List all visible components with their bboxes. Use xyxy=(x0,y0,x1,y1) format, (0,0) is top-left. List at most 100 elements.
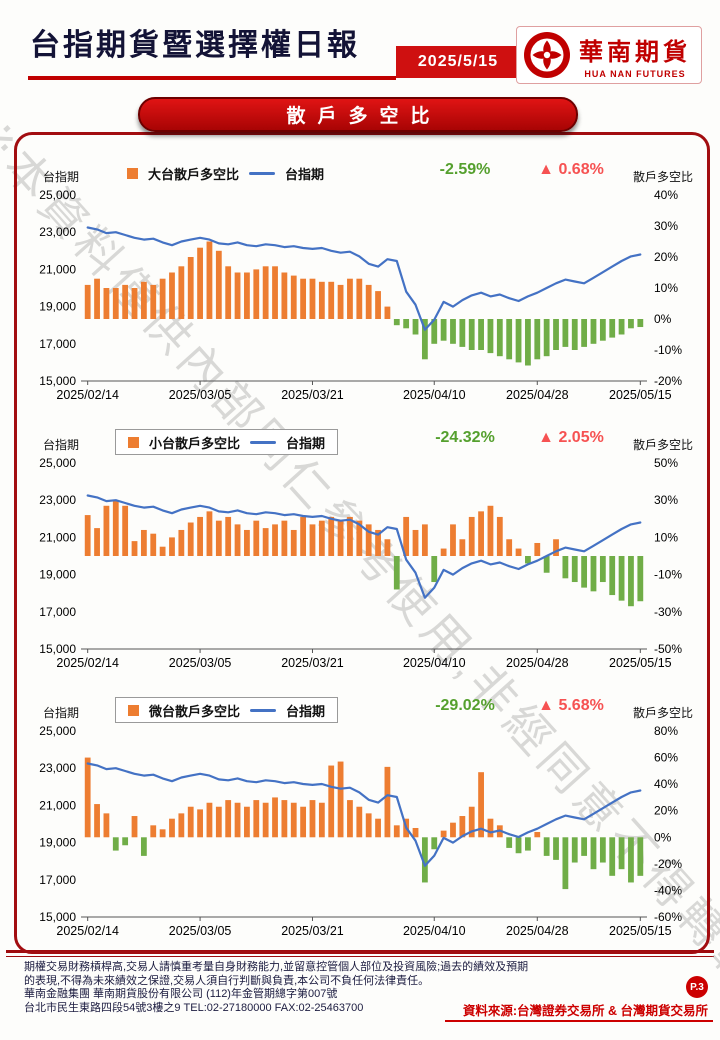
report-date: 2025/5/15 xyxy=(396,46,520,78)
svg-text:15,000: 15,000 xyxy=(39,374,76,388)
svg-text:25,000: 25,000 xyxy=(39,189,76,202)
svg-text:2025/05/15: 2025/05/15 xyxy=(609,388,672,402)
svg-text:2025/03/21: 2025/03/21 xyxy=(281,656,344,670)
left-axis-title: 台指期 xyxy=(43,706,80,720)
svg-text:25,000: 25,000 xyxy=(39,725,76,738)
svg-text:60%: 60% xyxy=(654,751,678,765)
svg-text:2025/04/28: 2025/04/28 xyxy=(506,656,569,670)
line-legend-label: 台指期 xyxy=(285,166,325,182)
disclaimer-line: 的表現,不得為未來績效之保證,交易人須自行判斷與負責,本公司不負任何法律責任。 xyxy=(24,974,430,987)
footer-divider-thin xyxy=(6,956,714,957)
line-legend-swatch-icon xyxy=(250,708,277,712)
svg-text:20%: 20% xyxy=(654,804,678,818)
line-legend-swatch-icon xyxy=(249,171,276,175)
svg-text:0%: 0% xyxy=(654,830,672,844)
current-ratio-value: -2.59% xyxy=(439,161,491,178)
huanan-logo-icon xyxy=(524,32,570,78)
svg-text:23,000: 23,000 xyxy=(39,493,76,507)
svg-text:10%: 10% xyxy=(654,530,678,544)
svg-text:2025/04/10: 2025/04/10 xyxy=(403,388,466,402)
svg-text:2025/03/05: 2025/03/05 xyxy=(169,924,232,938)
address-line: 台北市民生東路四段54號3樓之9 TEL:02-27180000 FAX:02-… xyxy=(24,1001,364,1014)
current-ratio-value: -24.32% xyxy=(435,429,495,446)
line-legend-swatch-icon xyxy=(250,440,277,444)
line-legend-label: 台指期 xyxy=(286,435,326,451)
bar-legend-swatch-icon xyxy=(128,704,139,716)
svg-text:40%: 40% xyxy=(654,777,678,791)
company-line: 華南金融集團 華南期貨股份有限公司 (112)年金管期總字第007號 xyxy=(24,988,338,1000)
svg-text:2025/02/14: 2025/02/14 xyxy=(56,924,119,938)
ratio-change-value: ▲ 5.68% xyxy=(538,697,604,714)
svg-text:19,000: 19,000 xyxy=(39,300,76,314)
svg-text:40%: 40% xyxy=(654,189,678,202)
svg-text:19,000: 19,000 xyxy=(39,836,76,850)
svg-text:-50%: -50% xyxy=(654,642,682,656)
left-axis-title: 台指期 xyxy=(43,438,80,452)
chart-legend: 微台散戶多空比 台指期 xyxy=(115,697,339,723)
svg-text:23,000: 23,000 xyxy=(39,761,76,775)
bar-legend-label: 大台散戶多空比 xyxy=(148,166,240,182)
svg-text:0%: 0% xyxy=(654,312,672,326)
chart-legend: 大台散戶多空比 台指期 xyxy=(115,161,336,185)
svg-text:2025/04/10: 2025/04/10 xyxy=(403,656,466,670)
bar-legend-swatch-icon xyxy=(127,167,138,179)
svg-text:-10%: -10% xyxy=(654,568,682,582)
svg-text:-40%: -40% xyxy=(654,883,682,897)
huanan-futures-logo: 華南期貨 HUA NAN FUTURES xyxy=(516,26,702,84)
right-axis-title: 散戶多空比 xyxy=(632,438,693,452)
chart-legend: 小台散戶多空比 台指期 xyxy=(115,429,339,455)
svg-text:2025/04/10: 2025/04/10 xyxy=(403,924,466,938)
svg-text:15,000: 15,000 xyxy=(39,910,76,924)
bar-legend-label: 小台散戶多空比 xyxy=(149,435,241,451)
bar-line-chart-mini-taiex: 25,000 23,000 21,000 19,000 17,000 15,000 50% 3… xyxy=(39,457,682,670)
line-legend-label: 台指期 xyxy=(286,703,326,719)
svg-text:2025/03/21: 2025/03/21 xyxy=(281,924,344,938)
logo-name-zh: 華南期貨 xyxy=(579,39,691,66)
svg-text:2025/02/14: 2025/02/14 xyxy=(56,656,119,670)
title-underline xyxy=(28,76,396,80)
svg-text:-30%: -30% xyxy=(654,605,682,619)
svg-text:50%: 50% xyxy=(654,457,678,470)
bar-line-chart-large-taiex: 25,000 23,000 21,000 19,000 17,000 15,000 40% 3… xyxy=(39,189,682,402)
svg-text:10%: 10% xyxy=(654,281,678,295)
svg-text:-10%: -10% xyxy=(654,343,682,357)
current-ratio-value: -29.02% xyxy=(435,697,495,714)
svg-text:-60%: -60% xyxy=(654,910,682,924)
svg-text:30%: 30% xyxy=(654,219,678,233)
section-banner: 散戶多空比 xyxy=(138,97,578,132)
chart-block-mini-taiex: 台指期 小台散戶多空比 台指期 -24.32% ▲ 2.05% 散戶多空比 25… xyxy=(25,427,699,679)
logo-name-en: HUA NAN FUTURES xyxy=(584,68,686,79)
svg-text:25,000: 25,000 xyxy=(39,457,76,470)
svg-text:17,000: 17,000 xyxy=(39,873,76,887)
page-number-badge: P.3 xyxy=(686,976,708,998)
ratio-change-value: ▲ 2.05% xyxy=(538,429,604,446)
svg-text:2025/04/28: 2025/04/28 xyxy=(506,388,569,402)
svg-text:21,000: 21,000 xyxy=(39,262,76,276)
chart-block-large-taiex: 台指期 大台散戶多空比 台指期 -2.59% ▲ 0.68% 散戶多空比 25,… xyxy=(25,159,699,411)
svg-text:15,000: 15,000 xyxy=(39,642,76,656)
svg-text:2025/03/05: 2025/03/05 xyxy=(169,388,232,402)
svg-text:2025/05/15: 2025/05/15 xyxy=(609,924,672,938)
svg-text:80%: 80% xyxy=(654,725,678,738)
svg-text:-20%: -20% xyxy=(654,857,682,871)
data-source-text: 資料來源:台灣證券交易所 & 台灣期貨交易所 xyxy=(462,1004,708,1018)
bar-line-chart-micro-taiex: 25,000 23,000 21,000 19,000 17,000 15,000 80% 6… xyxy=(39,725,682,938)
svg-text:17,000: 17,000 xyxy=(39,605,76,619)
svg-text:30%: 30% xyxy=(654,493,678,507)
svg-text:20%: 20% xyxy=(654,250,678,264)
svg-text:2025/03/21: 2025/03/21 xyxy=(281,388,344,402)
svg-text:19,000: 19,000 xyxy=(39,568,76,582)
report-panel: 台指期 大台散戶多空比 台指期 -2.59% ▲ 0.68% 散戶多空比 25,… xyxy=(14,132,710,954)
right-axis-title: 散戶多空比 xyxy=(632,170,693,184)
svg-text:2025/03/05: 2025/03/05 xyxy=(169,656,232,670)
bar-legend-swatch-icon xyxy=(128,436,139,448)
page-title: 台指期貨暨選擇權日報 xyxy=(30,29,360,62)
svg-text:2025/05/15: 2025/05/15 xyxy=(609,656,672,670)
data-source-underline xyxy=(445,1020,713,1022)
right-axis-title: 散戶多空比 xyxy=(632,706,693,720)
disclaimer-text: 期權交易財務槓桿高,交易人請慎重考量自身財務能力,並留意控管個人部位及投資風險;… xyxy=(24,961,644,1015)
ratio-change-value: ▲ 0.68% xyxy=(538,161,604,178)
svg-text:-20%: -20% xyxy=(654,374,682,388)
chart-block-micro-taiex: 台指期 微台散戶多空比 台指期 -29.02% ▲ 5.68% 散戶多空比 25… xyxy=(25,695,699,947)
bar-legend-label: 微台散戶多空比 xyxy=(149,703,241,719)
